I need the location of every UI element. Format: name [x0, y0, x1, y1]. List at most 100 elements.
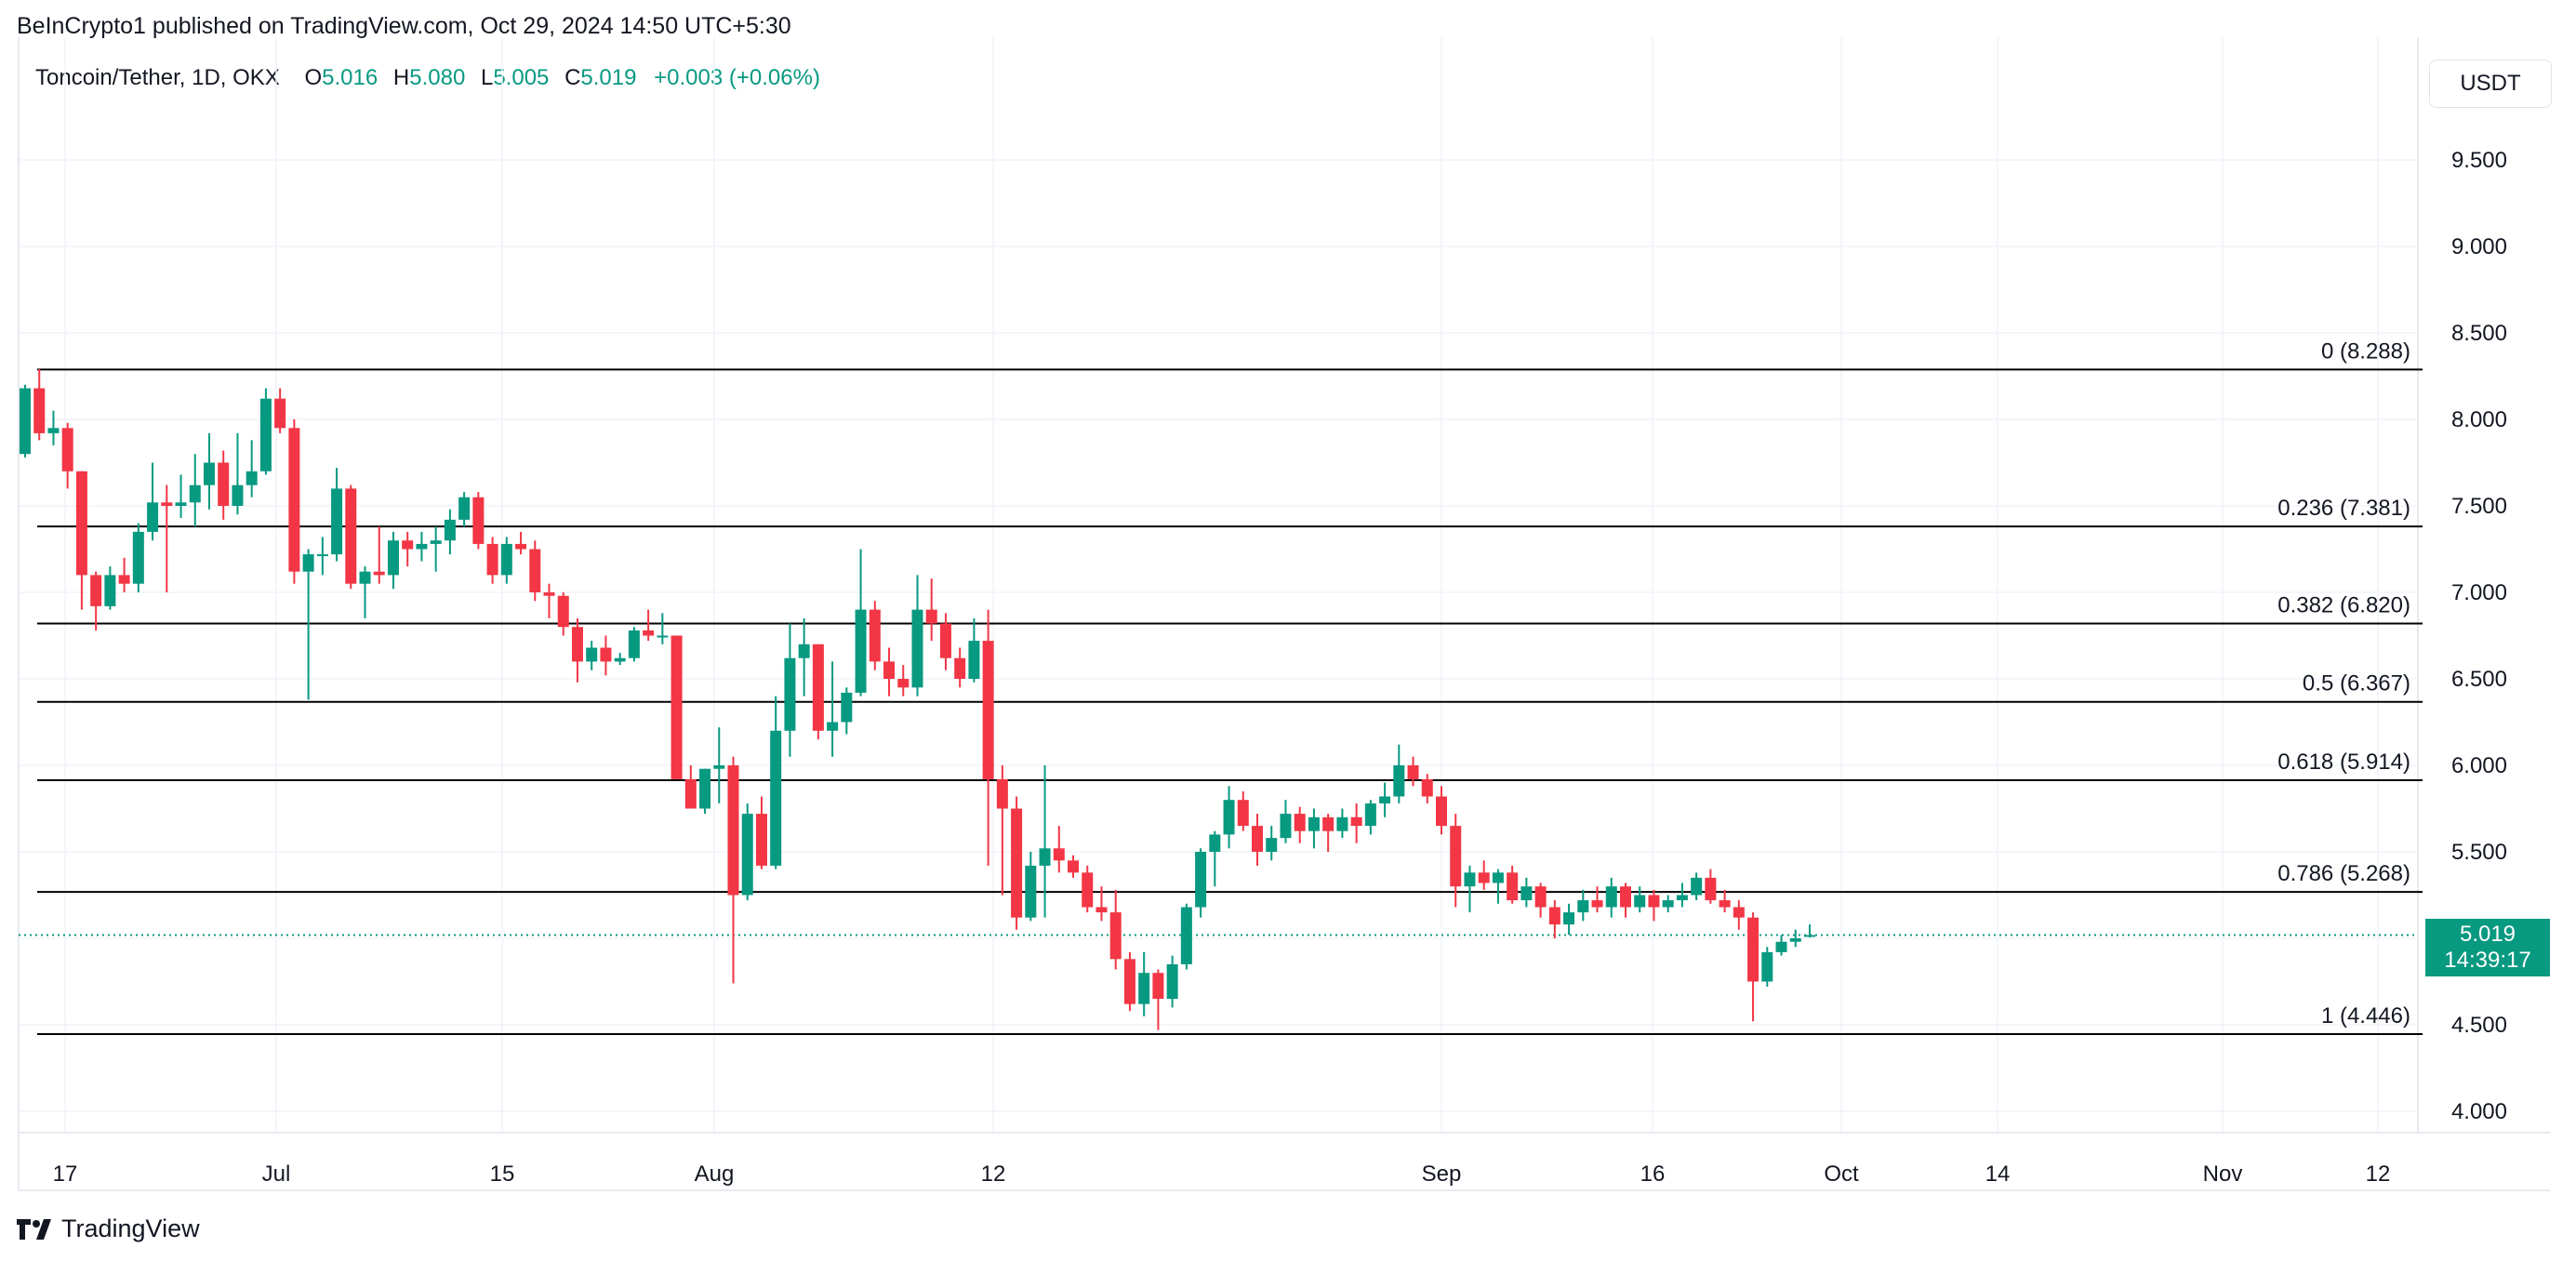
- candle-body: [1109, 912, 1122, 960]
- candle: [161, 484, 173, 592]
- tradingview-logo-icon: [17, 1218, 51, 1240]
- price-tick-label: 4.500: [2451, 1013, 2507, 1038]
- candle-body: [543, 592, 555, 596]
- brand-label: TradingView: [61, 1215, 200, 1242]
- candle-body: [1534, 886, 1547, 908]
- candle: [1068, 855, 1080, 878]
- candle: [1379, 782, 1391, 817]
- candle-body: [1719, 900, 1731, 908]
- candle: [1180, 903, 1192, 970]
- candle-body: [897, 679, 910, 688]
- candle: [1450, 814, 1462, 908]
- currency-button[interactable]: USDT: [2429, 60, 2552, 108]
- time-axis: 17 Jul 15 Aug 12 Sep 16 Oct 14 Nov 12: [53, 1161, 2391, 1187]
- candle-body: [232, 484, 244, 506]
- candle: [529, 540, 541, 602]
- candle-body: [118, 575, 130, 584]
- time-tick-label: Oct: [1824, 1161, 1859, 1187]
- high-value: 5.080: [409, 65, 466, 90]
- candle-body: [628, 630, 640, 658]
- candle: [657, 613, 669, 644]
- candle-body: [1138, 973, 1150, 1004]
- candle: [316, 537, 328, 576]
- candle-body: [104, 575, 116, 606]
- symbol-label[interactable]: Toncoin/Tether, 1D, OKX: [35, 65, 280, 90]
- candle-body: [1025, 865, 1037, 918]
- candle: [1082, 865, 1094, 913]
- last-price-value: 5.019: [2459, 922, 2516, 947]
- candle: [1223, 786, 1235, 849]
- candle-body: [1761, 951, 1773, 982]
- candle-body: [1619, 886, 1631, 908]
- candle: [359, 566, 371, 618]
- candle: [1195, 848, 1207, 918]
- candle: [402, 531, 414, 567]
- candle: [61, 422, 73, 489]
- candle: [472, 492, 485, 550]
- price-tick-label: 7.500: [2451, 494, 2507, 519]
- candle-body: [557, 595, 569, 628]
- candle: [1237, 790, 1249, 831]
- candle-body: [925, 609, 937, 624]
- candle: [1322, 814, 1334, 852]
- candle: [684, 765, 697, 809]
- candle-body: [259, 398, 272, 471]
- fibonacci-retracement: 0 (8.288) 0.236 (7.381) 0.382 (6.820) 0.5 (…: [19, 338, 2423, 1036]
- candle-body: [1577, 900, 1589, 913]
- candle-body: [373, 571, 385, 576]
- candle-body: [571, 627, 583, 662]
- candle-body: [982, 641, 994, 779]
- candle: [784, 623, 796, 757]
- candle: [727, 756, 739, 984]
- candle-body: [161, 502, 173, 506]
- fib-level-label: 0.618 (5.914): [2277, 750, 2410, 775]
- candle: [543, 583, 555, 618]
- candle-body: [827, 722, 839, 731]
- candlestick-series: [20, 369, 1815, 1030]
- candle: [1209, 830, 1221, 887]
- candle-body: [869, 609, 881, 662]
- close-value: 5.019: [580, 65, 637, 90]
- candle-body: [1195, 852, 1207, 908]
- candle-body: [1123, 959, 1135, 1004]
- time-tick-label: 16: [1640, 1161, 1666, 1187]
- candle: [1123, 951, 1135, 1012]
- price-tick-label: 8.000: [2451, 407, 2507, 432]
- candle: [614, 653, 626, 666]
- candle-body: [288, 428, 300, 572]
- price-axis: 9.500 9.000 8.500 8.000 7.500 7.000 6.500 6.000…: [2451, 148, 2507, 1124]
- candle-body: [47, 428, 60, 433]
- candle-body: [727, 765, 739, 896]
- candle-body: [458, 497, 471, 520]
- candle: [939, 613, 951, 670]
- candle: [1634, 886, 1646, 913]
- time-tick-label: Sep: [1422, 1161, 1462, 1187]
- time-tick-label: Nov: [2203, 1161, 2243, 1187]
- candle: [1393, 744, 1405, 803]
- candle: [1308, 808, 1320, 849]
- bar-countdown: 14:39:17: [2444, 948, 2531, 973]
- tradingview-brand[interactable]: TradingView: [17, 1215, 200, 1243]
- candle: [1039, 765, 1051, 918]
- candle: [1548, 900, 1560, 938]
- candle-body: [189, 484, 201, 503]
- candle: [274, 388, 286, 433]
- candle-body: [784, 657, 796, 731]
- candle: [1095, 886, 1108, 922]
- candle-body: [1166, 963, 1178, 1000]
- candle: [812, 644, 824, 740]
- candle-body: [316, 554, 328, 557]
- candle: [996, 765, 1008, 896]
- candle: [1591, 886, 1603, 913]
- time-tick-label: 15: [490, 1161, 515, 1187]
- candle-body: [1280, 814, 1292, 839]
- candle: [288, 419, 300, 584]
- candle: [1053, 826, 1065, 873]
- last-price-badge: 5.019 14:39:17: [2425, 919, 2550, 976]
- candle-body: [1364, 803, 1376, 827]
- candle-body: [1563, 912, 1575, 925]
- candle: [1534, 883, 1547, 918]
- candle-body: [1350, 816, 1362, 827]
- candle-body: [1605, 886, 1617, 908]
